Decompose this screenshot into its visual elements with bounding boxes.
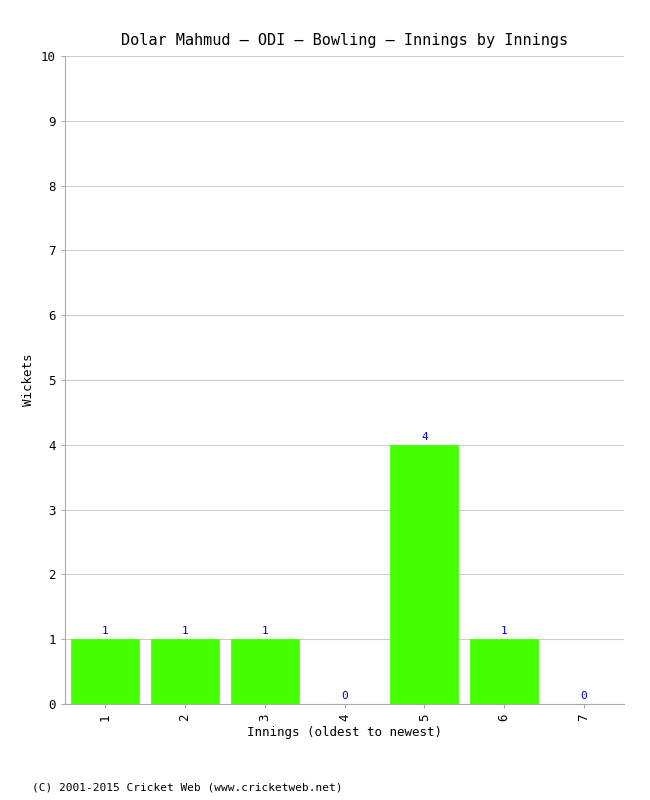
Text: 1: 1 (101, 626, 109, 636)
Text: 0: 0 (341, 690, 348, 701)
Y-axis label: Wickets: Wickets (22, 354, 35, 406)
Bar (470, 639, 538, 704)
Text: 1: 1 (501, 626, 508, 636)
Text: 0: 0 (580, 690, 588, 701)
Text: 4: 4 (421, 431, 428, 442)
X-axis label: Innings (oldest to newest): Innings (oldest to newest) (247, 726, 442, 739)
Bar (391, 445, 458, 704)
Text: (C) 2001-2015 Cricket Web (www.cricketweb.net): (C) 2001-2015 Cricket Web (www.cricketwe… (32, 782, 343, 792)
Bar (151, 639, 218, 704)
Title: Dolar Mahmud – ODI – Bowling – Innings by Innings: Dolar Mahmud – ODI – Bowling – Innings b… (121, 33, 568, 48)
Text: 1: 1 (261, 626, 268, 636)
Bar (231, 639, 298, 704)
Bar (71, 639, 139, 704)
Text: 1: 1 (181, 626, 188, 636)
